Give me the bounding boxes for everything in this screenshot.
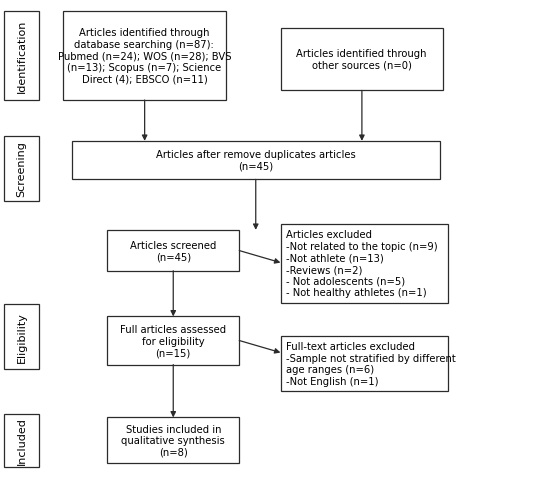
Text: Articles excluded
-Not related to the topic (n=9)
-Not athlete (n=13)
-Reviews (: Articles excluded -Not related to the to…: [286, 230, 438, 298]
FancyBboxPatch shape: [107, 418, 239, 463]
Text: Included: Included: [16, 416, 26, 464]
Text: Full-text articles excluded
-Sample not stratified by different
age ranges (n=6): Full-text articles excluded -Sample not …: [286, 341, 456, 386]
Text: Articles identified through
other sources (n=0): Articles identified through other source…: [296, 49, 427, 71]
Text: Studies included in
qualitative synthesis
(n=8): Studies included in qualitative synthesi…: [122, 424, 225, 457]
FancyBboxPatch shape: [107, 230, 239, 271]
Text: Screening: Screening: [16, 141, 26, 197]
FancyBboxPatch shape: [4, 12, 38, 101]
Text: Articles identified through
database searching (n=87):
Pubmed (n=24); WOS (n=28): Articles identified through database sea…: [58, 28, 231, 84]
Text: Articles screened
(n=45): Articles screened (n=45): [130, 240, 217, 262]
FancyBboxPatch shape: [4, 137, 38, 202]
Text: Identification: Identification: [16, 20, 26, 93]
FancyBboxPatch shape: [280, 224, 448, 303]
FancyBboxPatch shape: [280, 336, 448, 391]
FancyBboxPatch shape: [72, 142, 440, 180]
FancyBboxPatch shape: [4, 414, 38, 467]
Text: Articles after remove duplicates articles
(n=45): Articles after remove duplicates article…: [156, 150, 356, 171]
FancyBboxPatch shape: [63, 12, 226, 101]
Text: Eligibility: Eligibility: [16, 312, 26, 362]
FancyBboxPatch shape: [4, 305, 38, 370]
FancyBboxPatch shape: [107, 317, 239, 365]
Text: Full articles assessed
for eligibility
(n=15): Full articles assessed for eligibility (…: [120, 324, 226, 358]
FancyBboxPatch shape: [280, 29, 443, 91]
